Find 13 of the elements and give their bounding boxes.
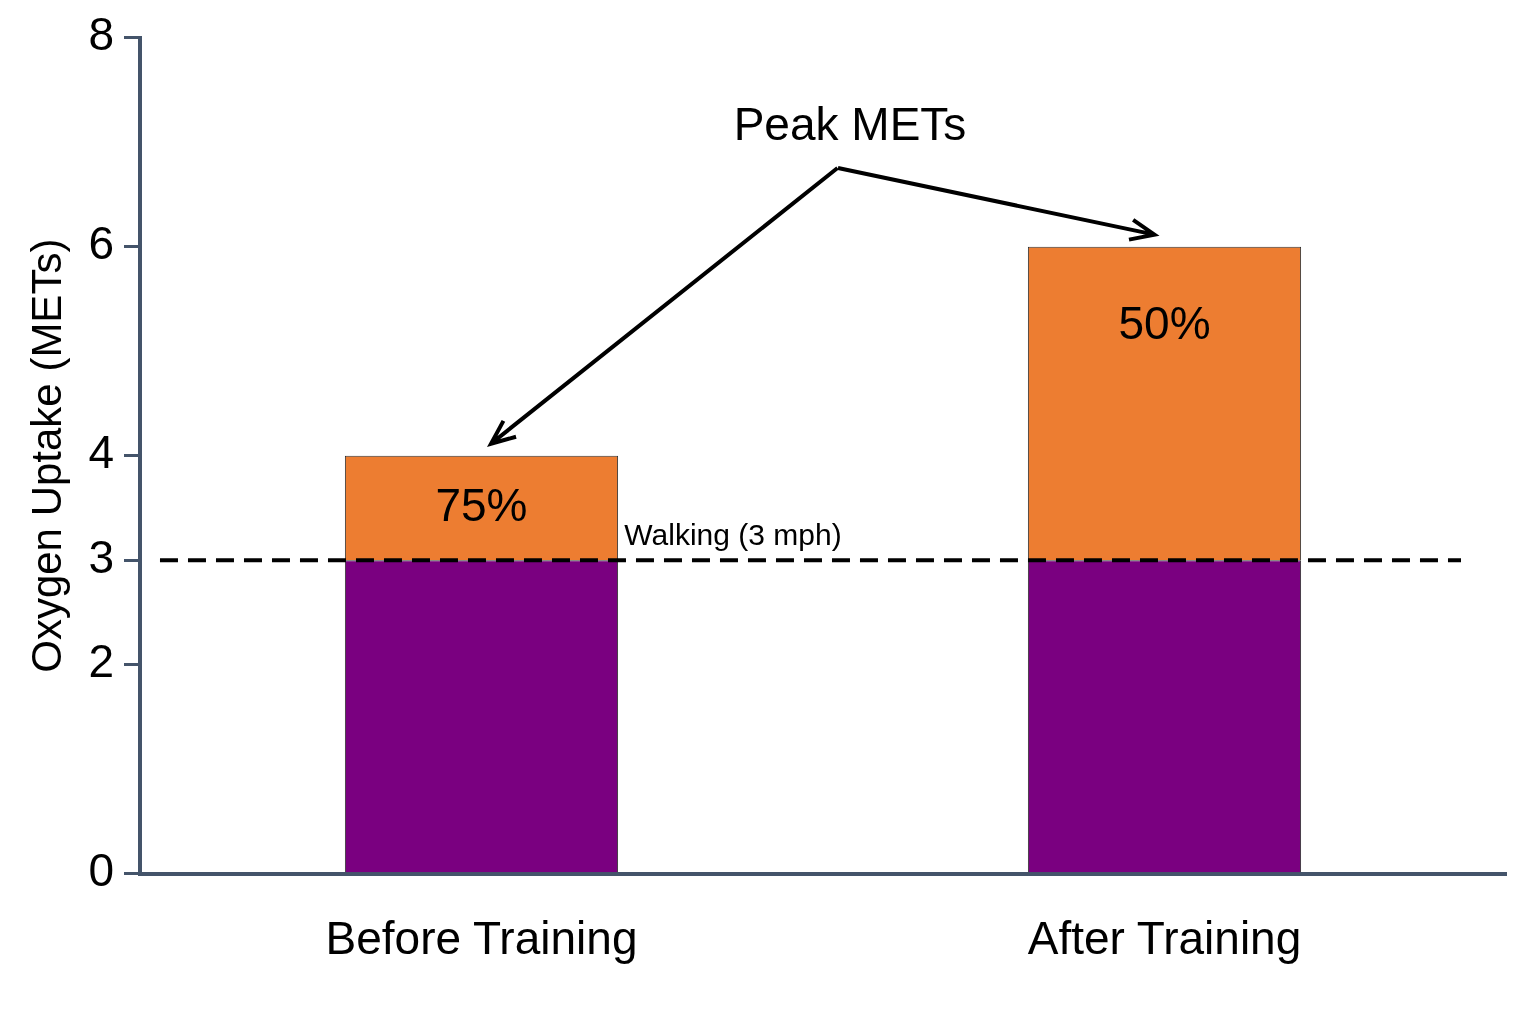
x-tick-label: After Training xyxy=(1027,912,1302,965)
annotation: 50% xyxy=(1118,297,1211,350)
y-tick-label: 6 xyxy=(88,217,114,270)
x-tick-label: Before Training xyxy=(325,912,638,965)
y-tick-label: 4 xyxy=(88,426,114,479)
y-axis-title: Oxygen Uptake (METs) xyxy=(22,238,70,673)
y-tick-label: 3 xyxy=(88,530,114,583)
y-tick-label: 0 xyxy=(88,844,114,897)
annotation: Peak METs xyxy=(733,97,967,150)
y-tick-label: 8 xyxy=(88,8,114,61)
ref-line-label: Walking (3 mph) xyxy=(624,518,842,552)
y-tick-label: 2 xyxy=(88,635,114,688)
annotation: 75% xyxy=(435,478,528,531)
